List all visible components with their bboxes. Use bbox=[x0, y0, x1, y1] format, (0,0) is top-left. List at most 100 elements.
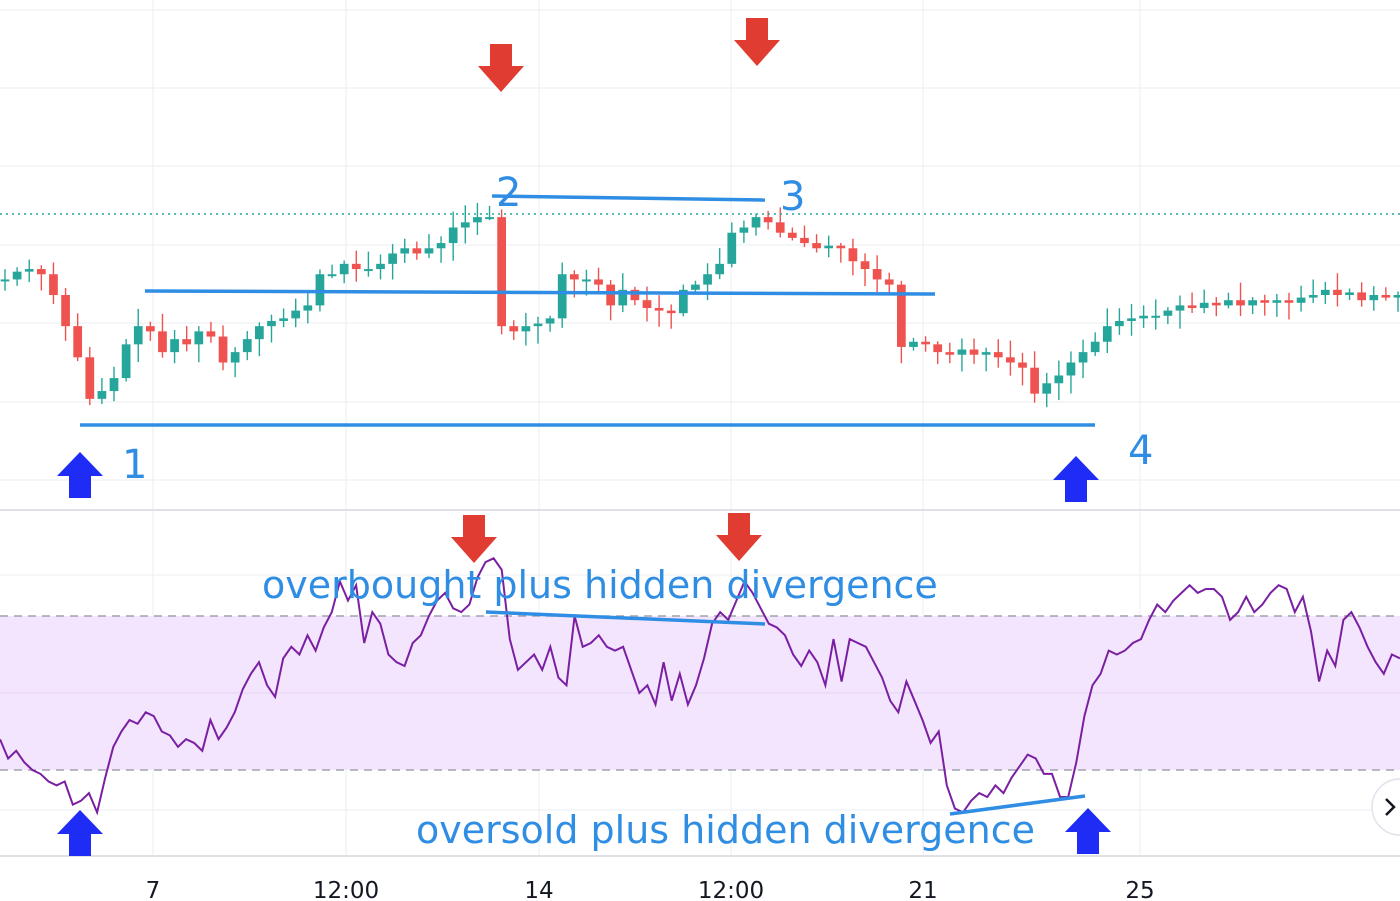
overbought-annotation: overbought plus hidden divergence bbox=[262, 563, 938, 607]
candle-body bbox=[812, 243, 821, 249]
candle-body bbox=[678, 289, 688, 314]
candle-body bbox=[618, 289, 628, 306]
candle-body bbox=[1066, 362, 1076, 376]
candle-body bbox=[1139, 315, 1148, 319]
buy-arrow-icon bbox=[1065, 808, 1111, 854]
candle-body bbox=[49, 274, 58, 296]
candle-body bbox=[1211, 302, 1221, 306]
buy-arrow-icon bbox=[1053, 456, 1099, 502]
candle-body bbox=[1127, 318, 1136, 321]
candle-body bbox=[1333, 289, 1342, 296]
candle-body bbox=[836, 245, 846, 249]
candle-body bbox=[133, 326, 143, 345]
candle-body bbox=[315, 274, 325, 306]
candle-body bbox=[1284, 300, 1294, 303]
candle-body bbox=[642, 300, 652, 308]
candle-body bbox=[521, 326, 531, 332]
candle-body bbox=[594, 279, 603, 285]
candle-body bbox=[727, 232, 737, 264]
candle-body bbox=[1151, 315, 1161, 318]
candle-body bbox=[267, 320, 276, 327]
candle-body bbox=[763, 217, 773, 223]
candle-body bbox=[24, 269, 34, 272]
annotation-label-4: 4 bbox=[1128, 428, 1153, 474]
x-tick-label: 21 bbox=[908, 878, 937, 901]
candle-body bbox=[751, 217, 761, 228]
candle-body bbox=[145, 326, 155, 332]
candle-body bbox=[12, 271, 22, 280]
grid-lines bbox=[0, 0, 1400, 857]
candle-body bbox=[969, 349, 979, 355]
candle-body bbox=[194, 331, 204, 345]
candle-body bbox=[703, 274, 712, 285]
annotation-overlays bbox=[0, 18, 1400, 856]
candle-body bbox=[1393, 295, 1400, 298]
range-line bbox=[144, 289, 936, 296]
candle-body bbox=[61, 295, 70, 327]
divergence-line-bottom bbox=[949, 794, 1086, 816]
scroll-right-button[interactable] bbox=[1371, 778, 1400, 836]
candle-body bbox=[533, 323, 543, 327]
candle-body bbox=[291, 310, 301, 319]
candle-body bbox=[170, 339, 179, 353]
candle-body bbox=[1224, 300, 1233, 306]
x-tick-label: 25 bbox=[1125, 878, 1154, 901]
candle-body bbox=[993, 352, 1003, 358]
candle-body bbox=[800, 237, 809, 244]
candle-body bbox=[473, 217, 482, 223]
sell-arrow-icon bbox=[734, 18, 780, 66]
candle-body bbox=[485, 217, 494, 220]
sell-arrow-icon bbox=[716, 513, 762, 561]
candle-body bbox=[1357, 292, 1367, 301]
candle-body bbox=[909, 341, 918, 347]
candle-body bbox=[545, 318, 555, 324]
candle-body bbox=[1187, 305, 1197, 308]
candle-body bbox=[327, 274, 337, 277]
candle-body bbox=[182, 339, 192, 345]
candle-body bbox=[388, 253, 397, 264]
candle-body bbox=[206, 331, 216, 337]
candle-body bbox=[460, 222, 470, 228]
candle-body bbox=[981, 352, 991, 355]
candle-body bbox=[1018, 362, 1027, 368]
candle-body bbox=[121, 344, 131, 379]
candle-body bbox=[351, 263, 361, 270]
candle-body bbox=[1102, 326, 1112, 342]
divergence-line-top bbox=[485, 610, 766, 626]
oversold-annotation: oversold plus hidden divergence bbox=[416, 808, 1035, 852]
candle-body bbox=[497, 217, 506, 327]
candle-body bbox=[255, 326, 264, 340]
candle-body bbox=[848, 248, 858, 262]
candle-body bbox=[557, 274, 567, 319]
candle-body bbox=[339, 263, 349, 275]
candle-body bbox=[1042, 383, 1052, 394]
candle-body bbox=[1272, 300, 1282, 303]
candle-body bbox=[1369, 295, 1379, 301]
candle-body bbox=[230, 352, 240, 363]
sell-arrow-icon bbox=[451, 515, 497, 563]
candle-body bbox=[1236, 300, 1245, 306]
candle-body bbox=[860, 261, 870, 270]
candle-body bbox=[109, 378, 119, 392]
candle-body bbox=[448, 227, 458, 244]
candle-body bbox=[715, 263, 725, 275]
candle-body bbox=[242, 339, 252, 353]
candle-body bbox=[1320, 289, 1330, 296]
candle-body bbox=[1175, 305, 1185, 311]
buy-arrow-icon bbox=[57, 452, 103, 498]
candle-body bbox=[400, 248, 410, 254]
candle-body bbox=[897, 284, 906, 347]
x-tick-label: 12:00 bbox=[698, 878, 764, 901]
candle-body bbox=[158, 331, 167, 353]
candle-body bbox=[1308, 295, 1318, 298]
candle-body bbox=[933, 344, 943, 353]
candle-body bbox=[1163, 310, 1173, 316]
candle-body bbox=[775, 222, 785, 233]
candle-body bbox=[884, 279, 894, 285]
resistance-line bbox=[491, 194, 766, 202]
candle-body bbox=[97, 391, 107, 399]
price-candles bbox=[0, 202, 1400, 408]
candle-body bbox=[412, 248, 422, 254]
candle-body bbox=[1115, 320, 1124, 327]
